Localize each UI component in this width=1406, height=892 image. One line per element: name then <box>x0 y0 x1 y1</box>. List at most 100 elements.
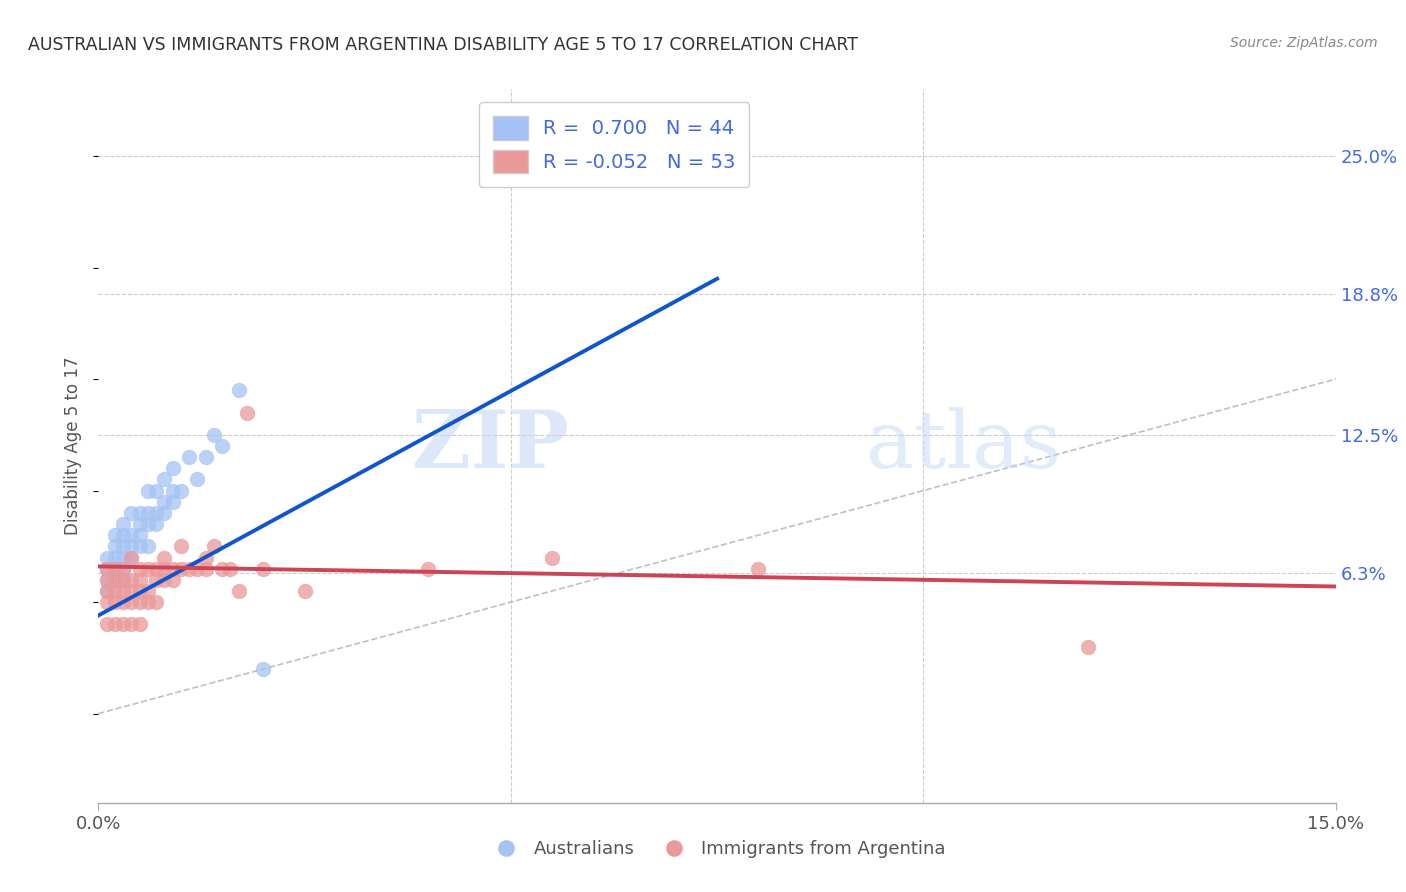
Point <box>252 662 274 676</box>
Point <box>211 439 233 453</box>
Point <box>96 573 118 587</box>
Point <box>104 562 127 576</box>
Point <box>96 562 118 576</box>
Point <box>136 583 159 598</box>
Point <box>162 573 184 587</box>
Point <box>104 539 127 553</box>
Point <box>104 573 127 587</box>
Point <box>96 583 118 598</box>
Point <box>112 562 135 576</box>
Point <box>153 573 176 587</box>
Point <box>112 550 135 565</box>
Point <box>170 562 193 576</box>
Point <box>104 617 127 632</box>
Text: Source: ZipAtlas.com: Source: ZipAtlas.com <box>1230 36 1378 50</box>
Point <box>228 583 250 598</box>
Point <box>104 595 127 609</box>
Point <box>120 539 142 553</box>
Point <box>294 583 316 598</box>
Point <box>120 573 142 587</box>
Point <box>136 562 159 576</box>
Point <box>96 562 118 576</box>
Point <box>236 405 259 419</box>
Point <box>112 516 135 531</box>
Point <box>112 528 135 542</box>
Point <box>186 473 208 487</box>
Point <box>104 528 127 542</box>
Point <box>202 539 225 553</box>
Point <box>541 550 564 565</box>
Point <box>186 562 208 576</box>
Point <box>170 483 193 498</box>
Point <box>120 595 142 609</box>
Point <box>162 461 184 475</box>
Point <box>145 516 167 531</box>
Point <box>120 506 142 520</box>
Point <box>104 573 127 587</box>
Point <box>219 562 242 576</box>
Point <box>96 617 118 632</box>
Point <box>211 562 233 576</box>
Point <box>120 550 142 565</box>
Point <box>162 494 184 508</box>
Point <box>104 562 127 576</box>
Text: atlas: atlas <box>866 407 1060 485</box>
Point <box>112 562 135 576</box>
Point <box>252 562 274 576</box>
Text: AUSTRALIAN VS IMMIGRANTS FROM ARGENTINA DISABILITY AGE 5 TO 17 CORRELATION CHART: AUSTRALIAN VS IMMIGRANTS FROM ARGENTINA … <box>28 36 858 54</box>
Point <box>120 528 142 542</box>
Point <box>128 516 150 531</box>
Point <box>136 506 159 520</box>
Point <box>112 573 135 587</box>
Point <box>194 450 217 464</box>
Point <box>162 562 184 576</box>
Point <box>128 528 150 542</box>
Text: ZIP: ZIP <box>412 407 568 485</box>
Point <box>136 483 159 498</box>
Point <box>112 573 135 587</box>
Point <box>136 516 159 531</box>
Point <box>128 562 150 576</box>
Point <box>136 595 159 609</box>
Point <box>153 473 176 487</box>
Point <box>112 539 135 553</box>
Point <box>128 573 150 587</box>
Point <box>120 617 142 632</box>
Point <box>1077 640 1099 654</box>
Point <box>153 562 176 576</box>
Point <box>136 539 159 553</box>
Legend: Australians, Immigrants from Argentina: Australians, Immigrants from Argentina <box>481 833 953 865</box>
Point <box>162 483 184 498</box>
Point <box>128 583 150 598</box>
Point <box>96 550 118 565</box>
Point <box>153 494 176 508</box>
Point <box>112 583 135 598</box>
Point <box>104 583 127 598</box>
Point <box>112 595 135 609</box>
Point <box>145 595 167 609</box>
Point <box>145 506 167 520</box>
Point <box>120 550 142 565</box>
Point <box>120 583 142 598</box>
Point <box>418 562 440 576</box>
Point <box>128 539 150 553</box>
Point <box>96 583 118 598</box>
Point <box>112 617 135 632</box>
Point <box>128 506 150 520</box>
Point <box>179 562 201 576</box>
Point <box>153 550 176 565</box>
Point <box>104 550 127 565</box>
Point <box>202 428 225 442</box>
Point <box>153 506 176 520</box>
Point <box>96 595 118 609</box>
Point <box>96 573 118 587</box>
Y-axis label: Disability Age 5 to 17: Disability Age 5 to 17 <box>65 357 83 535</box>
Point <box>194 550 217 565</box>
Point <box>128 595 150 609</box>
Point <box>145 573 167 587</box>
Point <box>128 617 150 632</box>
Point <box>145 562 167 576</box>
Point <box>228 384 250 398</box>
Point <box>170 539 193 553</box>
Point <box>179 450 201 464</box>
